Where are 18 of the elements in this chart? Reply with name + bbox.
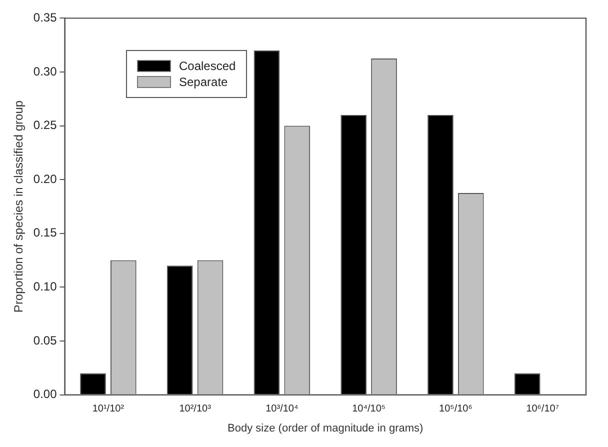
y-tick-label: 0.20 xyxy=(33,172,58,186)
x-axis-title: Body size (order of magnitude in grams) xyxy=(228,422,424,434)
x-tick-label: 10⁶/10⁷ xyxy=(526,404,560,415)
legend-label: Coalesced xyxy=(179,59,236,73)
y-tick-label: 0.10 xyxy=(33,280,58,294)
y-tick-label: 0.00 xyxy=(33,387,58,402)
x-tick-label: 10²/10³ xyxy=(179,404,212,415)
y-axis-title: Proportion of species in classified group xyxy=(12,100,26,313)
y-tick-label: 0.15 xyxy=(33,226,58,240)
x-tick-label: 10⁵/10⁶ xyxy=(439,404,472,415)
x-tick-label: 10⁴/10⁵ xyxy=(352,404,386,415)
y-tick-label: 0.25 xyxy=(33,118,58,132)
legend-label: Separate xyxy=(179,75,228,89)
y-tick-label: 0.05 xyxy=(33,333,58,348)
x-tick-label: 10¹/10² xyxy=(92,404,125,415)
y-tick-label: 0.35 xyxy=(33,10,58,25)
y-tick-label: 0.30 xyxy=(33,64,58,78)
x-tick-label: 10³/10⁴ xyxy=(266,404,298,415)
